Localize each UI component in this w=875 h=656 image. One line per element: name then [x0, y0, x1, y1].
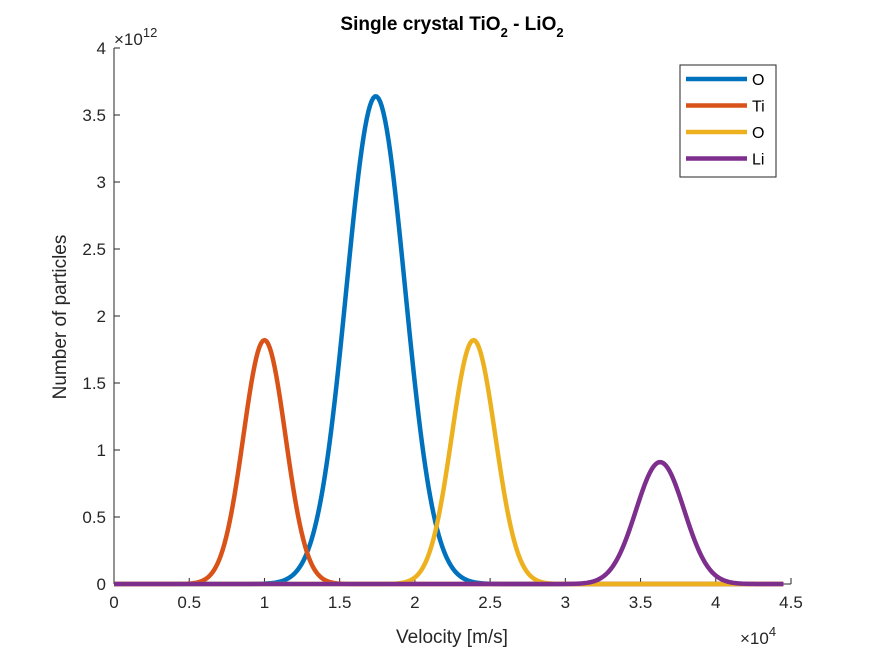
y-tick-label: 2.5 [82, 240, 106, 259]
y-tick-label: 3 [97, 173, 106, 192]
x-tick-label: 1 [260, 593, 269, 612]
x-tick-label: 3 [561, 593, 570, 612]
legend-label: O [752, 125, 764, 142]
chart-title: Single crystal TiO2 - LiO2 [340, 14, 563, 40]
y-tick-label: 2 [97, 307, 106, 326]
y-tick-label: 1.5 [82, 374, 106, 393]
y-multiplier: ×1012 [114, 25, 157, 49]
y-tick-label: 3.5 [82, 106, 106, 125]
plot-axes: 0 0.5 1 1.5 2 2.5 3 3.5 4 4.5 0 0.5 1 1.5 2 2.5 3 3.5 4 [82, 39, 802, 612]
x-tick-label: 4.5 [779, 593, 803, 612]
series-line-li-3 [113, 459, 785, 587]
y-tick-label: 0 [97, 575, 106, 594]
y-tick-label: 0.5 [82, 508, 106, 527]
x-tick-label: 0 [109, 593, 118, 612]
x-tick-label: 3.5 [629, 593, 653, 612]
y-axis-label: Number of particles [50, 235, 71, 400]
y-tick-label: 1 [97, 441, 106, 460]
x-tick-label: 2 [410, 593, 419, 612]
x-tick-label: 2.5 [478, 593, 502, 612]
legend: O Ti O Li [679, 64, 777, 178]
y-tick-label: 4 [97, 39, 106, 58]
x-axis-label: Velocity [m/s] [396, 627, 508, 648]
x-multiplier: ×104 [740, 624, 776, 648]
legend-label: Ti [752, 99, 765, 116]
legend-label: O [752, 72, 764, 89]
x-tick-label: 4 [711, 593, 720, 612]
series-layer [113, 94, 785, 587]
legend-label: Li [752, 152, 764, 169]
x-tick-label: 1.5 [328, 593, 352, 612]
x-tick-label: 0.5 [177, 593, 201, 612]
